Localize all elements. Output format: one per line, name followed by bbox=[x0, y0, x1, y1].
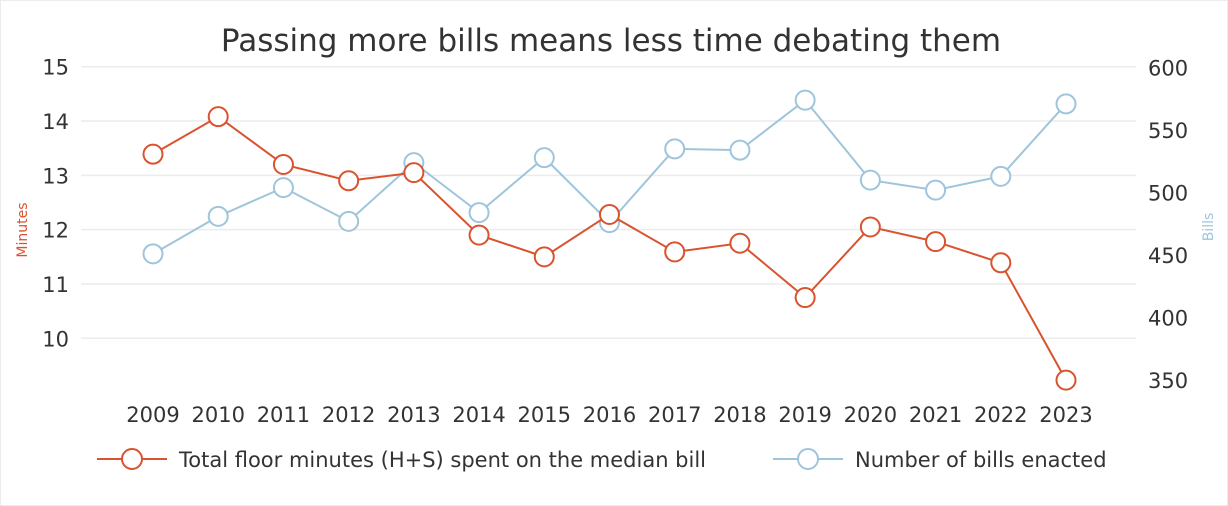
legend-item-bills[interactable]: Number of bills enacted bbox=[773, 448, 1107, 472]
data-point-bills[interactable] bbox=[338, 210, 360, 232]
legend-label-bills: Number of bills enacted bbox=[855, 448, 1107, 472]
grid-lines bbox=[81, 65, 1136, 340]
left-tick-label: 10 bbox=[42, 327, 69, 351]
data-point-bills[interactable] bbox=[729, 139, 751, 161]
data-point-minutes[interactable] bbox=[207, 106, 229, 128]
left-axis-ticks: 15 14 13 12 11 10 bbox=[42, 56, 69, 352]
x-tick-label: 2018 bbox=[713, 403, 766, 427]
x-tick-label: 2019 bbox=[778, 403, 831, 427]
data-point-minutes[interactable] bbox=[468, 224, 490, 246]
x-axis-ticks: 2009 2010 2011 2012 2013 2014 2015 2016 2017 2018… bbox=[126, 403, 1092, 427]
data-point-bills[interactable] bbox=[990, 165, 1012, 187]
data-point-minutes[interactable] bbox=[599, 203, 620, 225]
left-tick-label: 13 bbox=[42, 164, 69, 188]
data-point-bills[interactable] bbox=[142, 243, 164, 265]
data-point-bills[interactable] bbox=[664, 138, 686, 160]
data-point-bills[interactable] bbox=[468, 202, 490, 224]
right-tick-label: 500 bbox=[1148, 182, 1188, 206]
data-point-minutes[interactable] bbox=[990, 252, 1012, 274]
data-point-bills[interactable] bbox=[533, 147, 555, 169]
legend-marker-bills bbox=[797, 448, 819, 470]
left-tick-label: 15 bbox=[42, 56, 69, 80]
data-point-bills[interactable] bbox=[1055, 93, 1077, 115]
data-point-minutes[interactable] bbox=[403, 162, 425, 184]
x-tick-label: 2016 bbox=[583, 403, 636, 427]
series-minutes bbox=[142, 106, 1077, 391]
right-tick-label: 450 bbox=[1148, 244, 1188, 268]
data-point-minutes[interactable] bbox=[794, 287, 816, 309]
chart-title: Passing more bills means less time debat… bbox=[221, 23, 1001, 59]
data-point-minutes[interactable] bbox=[859, 216, 881, 238]
right-tick-label: 550 bbox=[1148, 119, 1188, 143]
legend-item-minutes[interactable]: Total floor minutes (H+S) spent on the m… bbox=[97, 448, 706, 472]
x-tick-label: 2010 bbox=[191, 403, 244, 427]
x-tick-label: 2017 bbox=[648, 403, 701, 427]
data-point-bills[interactable] bbox=[272, 177, 294, 199]
data-point-bills[interactable] bbox=[859, 169, 881, 191]
x-tick-label: 2011 bbox=[257, 403, 310, 427]
right-tick-label: 400 bbox=[1148, 307, 1188, 331]
right-tick-label: 350 bbox=[1148, 369, 1188, 393]
data-point-minutes[interactable] bbox=[1055, 369, 1077, 391]
data-point-bills[interactable] bbox=[207, 205, 229, 227]
data-point-minutes[interactable] bbox=[533, 246, 555, 268]
x-tick-label: 2013 bbox=[387, 403, 440, 427]
data-point-minutes[interactable] bbox=[338, 170, 360, 192]
legend: Total floor minutes (H+S) spent on the m… bbox=[97, 448, 1107, 472]
data-point-minutes[interactable] bbox=[664, 241, 686, 263]
data-point-minutes[interactable] bbox=[142, 143, 164, 165]
left-tick-label: 14 bbox=[42, 110, 69, 134]
data-point-bills[interactable] bbox=[794, 89, 816, 111]
data-point-bills[interactable] bbox=[925, 179, 947, 201]
x-tick-label: 2009 bbox=[126, 403, 179, 427]
left-axis-label: Minutes bbox=[15, 202, 31, 257]
left-tick-label: 12 bbox=[42, 219, 69, 243]
x-tick-label: 2012 bbox=[322, 403, 375, 427]
series-bills bbox=[142, 89, 1077, 265]
left-tick-label: 11 bbox=[42, 273, 69, 297]
x-tick-label: 2023 bbox=[1039, 403, 1092, 427]
data-point-minutes[interactable] bbox=[925, 231, 947, 253]
legend-label-minutes: Total floor minutes (H+S) spent on the m… bbox=[178, 448, 706, 472]
data-point-minutes[interactable] bbox=[272, 153, 294, 175]
x-tick-label: 2021 bbox=[909, 403, 962, 427]
x-tick-label: 2014 bbox=[452, 403, 505, 427]
right-axis-ticks: 600 550 500 450 400 350 bbox=[1148, 57, 1188, 393]
legend-marker-minutes bbox=[121, 448, 143, 470]
series-group bbox=[142, 89, 1077, 391]
right-axis-label: Bills bbox=[1201, 213, 1217, 242]
right-tick-label: 600 bbox=[1148, 57, 1188, 81]
x-tick-label: 2022 bbox=[974, 403, 1027, 427]
x-tick-label: 2020 bbox=[844, 403, 897, 427]
x-tick-label: 2015 bbox=[518, 403, 571, 427]
data-point-minutes[interactable] bbox=[729, 232, 751, 254]
